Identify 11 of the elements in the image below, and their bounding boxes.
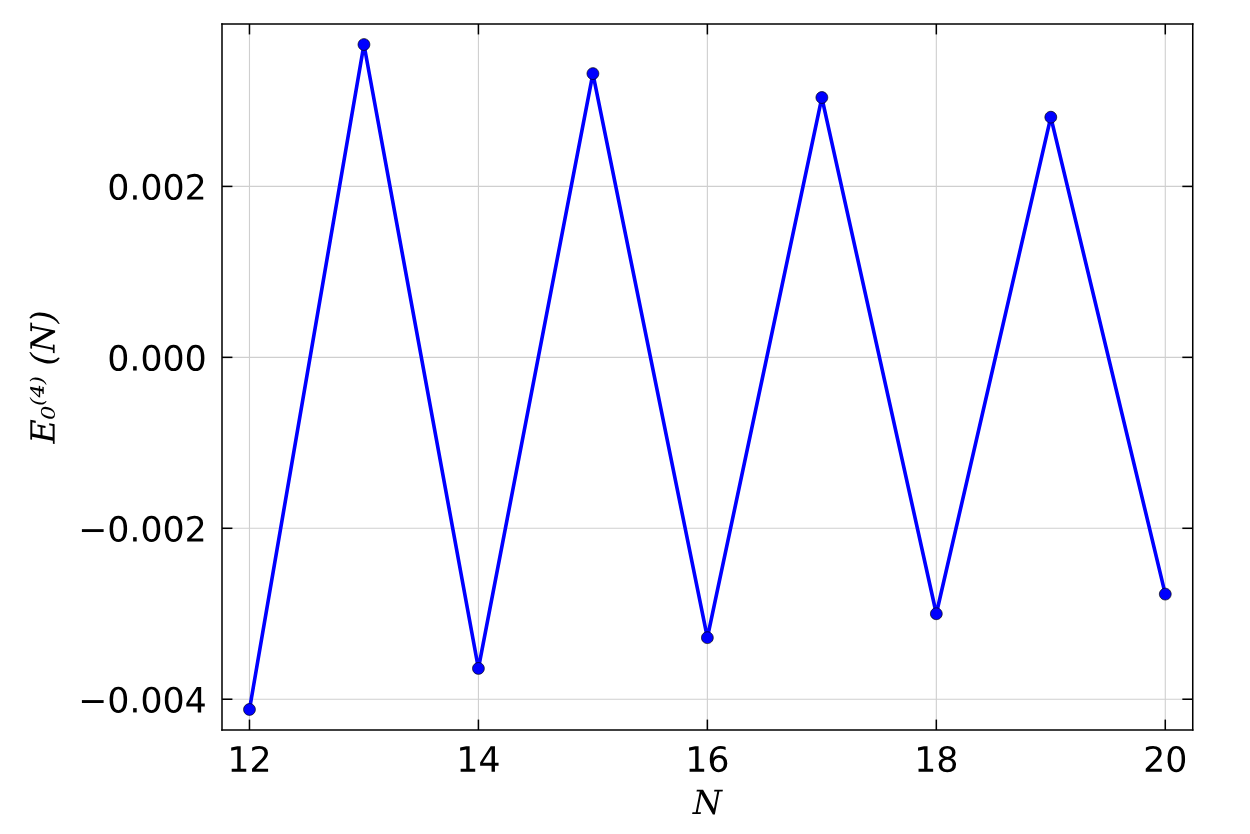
x-axis-title: N [692, 789, 723, 815]
y-tick-label: −0.002 [81, 515, 204, 542]
x-tick-label: 14 [460, 746, 499, 772]
y-tick-label: −0.004 [81, 686, 205, 713]
x-tick-label: 18 [918, 745, 957, 773]
x-tick-label: 16 [689, 745, 728, 773]
y-tick-label: 0.002 [109, 173, 204, 201]
y-axis-title: E₀⁽⁴⁾ (N) [29, 312, 60, 445]
y-tick-label: 0.000 [109, 344, 205, 372]
x-tick-label: 20 [1145, 745, 1186, 773]
x-tick-label: 12 [231, 745, 269, 772]
